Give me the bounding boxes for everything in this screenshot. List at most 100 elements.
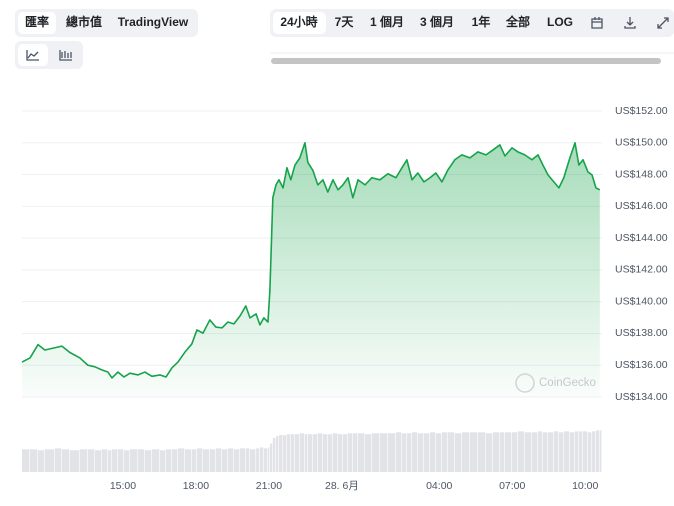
volume-bar <box>275 436 279 472</box>
watermark-text: CoinGecko <box>539 377 596 389</box>
range-selected <box>273 12 326 34</box>
x-tick-label: 04:00 <box>426 480 452 492</box>
volume-bar <box>563 431 570 472</box>
watermark: CoinGecko <box>515 373 596 393</box>
volume-bar <box>245 448 250 472</box>
volume-bar <box>423 433 430 472</box>
view-tab[interactable]: TradingView <box>118 15 189 29</box>
volume-bar <box>524 432 532 472</box>
range-tab[interactable]: 1 個月 <box>370 14 404 29</box>
volume-bar <box>269 443 273 472</box>
x-tick-label: 21:00 <box>256 480 282 492</box>
volume-bar <box>332 433 338 472</box>
watermark-logo <box>515 373 535 393</box>
volume-bar <box>352 433 358 472</box>
view-toggle <box>15 9 198 37</box>
volume-bar <box>107 450 112 472</box>
volume-bar <box>69 450 80 472</box>
volume-bar <box>493 432 500 472</box>
volume-bar <box>592 431 596 472</box>
volume-bar <box>454 433 462 472</box>
volume-bar <box>191 449 197 472</box>
volume-bar <box>406 433 412 472</box>
volume-bar <box>144 450 152 472</box>
volume-bar <box>221 449 228 472</box>
volume-bar <box>371 433 380 472</box>
y-tick-label: US$150.00 <box>615 137 668 149</box>
range-tab[interactable]: 3 個月 <box>420 14 454 29</box>
candle-chart-icon[interactable] <box>59 50 72 61</box>
volume-bar <box>123 450 130 472</box>
view-selected <box>18 12 56 34</box>
price-line <box>21 141 601 379</box>
volume-bar <box>441 432 448 472</box>
volume-bar <box>203 449 210 472</box>
view-tab[interactable]: 匯率 <box>25 14 49 29</box>
y-tick-label: US$148.00 <box>615 168 668 180</box>
volume-bar <box>44 449 55 472</box>
range-tab[interactable]: LOG <box>547 15 573 29</box>
volume-bar <box>256 448 260 472</box>
volume-bar <box>499 432 505 472</box>
volume-bar <box>558 432 564 472</box>
volume-bar <box>102 449 108 472</box>
volume-bar <box>348 433 353 472</box>
volume-bar <box>299 433 305 472</box>
volume-bar <box>517 431 525 472</box>
range-tab[interactable]: 全部 <box>505 14 530 29</box>
volume-bar <box>304 434 308 472</box>
calendar-icon[interactable] <box>591 17 603 29</box>
volume-bar <box>87 449 95 472</box>
volume-bar <box>38 450 45 472</box>
volume-bar <box>94 450 102 472</box>
volume-bar <box>272 437 276 472</box>
volume-bar <box>317 433 323 472</box>
x-tick-label: 28. 6月 <box>325 480 359 492</box>
volume-bar <box>130 449 138 472</box>
download-icon[interactable] <box>624 17 636 29</box>
y-tick-label: US$144.00 <box>615 232 668 244</box>
volume-bar <box>177 448 185 472</box>
range-tab[interactable]: 7天 <box>335 15 355 29</box>
volume-bar <box>322 434 328 472</box>
volume-bar <box>286 434 291 472</box>
volume-bar <box>249 449 256 472</box>
volume-bar <box>485 433 493 472</box>
y-tick-label: US$136.00 <box>615 359 668 371</box>
volume-bar <box>504 432 512 472</box>
volume-bar <box>338 434 343 472</box>
y-tick-label: US$140.00 <box>615 295 668 307</box>
volume-bar <box>542 432 548 472</box>
volume-bar <box>151 449 160 472</box>
view-tab[interactable]: 總市值 <box>66 14 102 29</box>
volume-bar <box>435 433 442 472</box>
volume-bar <box>283 435 287 472</box>
volume-bar <box>327 434 333 472</box>
range-toggle <box>270 9 674 37</box>
range-tab[interactable]: 24小時 <box>280 14 317 29</box>
volume-bar <box>159 450 166 472</box>
volume-bar <box>569 432 575 472</box>
price-area <box>22 142 600 397</box>
range-tab[interactable]: 1年 <box>472 14 491 29</box>
volume-bar <box>196 448 203 472</box>
volume-bar <box>583 431 588 472</box>
y-tick-label: US$142.00 <box>615 264 668 276</box>
volume-bar <box>595 430 600 472</box>
volume-bar <box>215 448 222 472</box>
volume-bar <box>417 433 424 472</box>
x-tick-label: 07:00 <box>499 480 525 492</box>
volume-bar <box>447 432 455 472</box>
volume-bar <box>61 449 70 472</box>
volume-bar <box>578 431 583 472</box>
volume-bar <box>538 431 543 472</box>
x-tick-label: 15:00 <box>110 480 136 492</box>
volume-bar <box>469 432 478 472</box>
x-tick-label: 18:00 <box>183 480 209 492</box>
volume-bar <box>263 448 268 472</box>
volume-bar <box>402 433 407 472</box>
volume-bar <box>587 432 592 472</box>
line-chart-icon[interactable] <box>26 50 39 61</box>
fullscreen-icon[interactable] <box>657 17 669 29</box>
